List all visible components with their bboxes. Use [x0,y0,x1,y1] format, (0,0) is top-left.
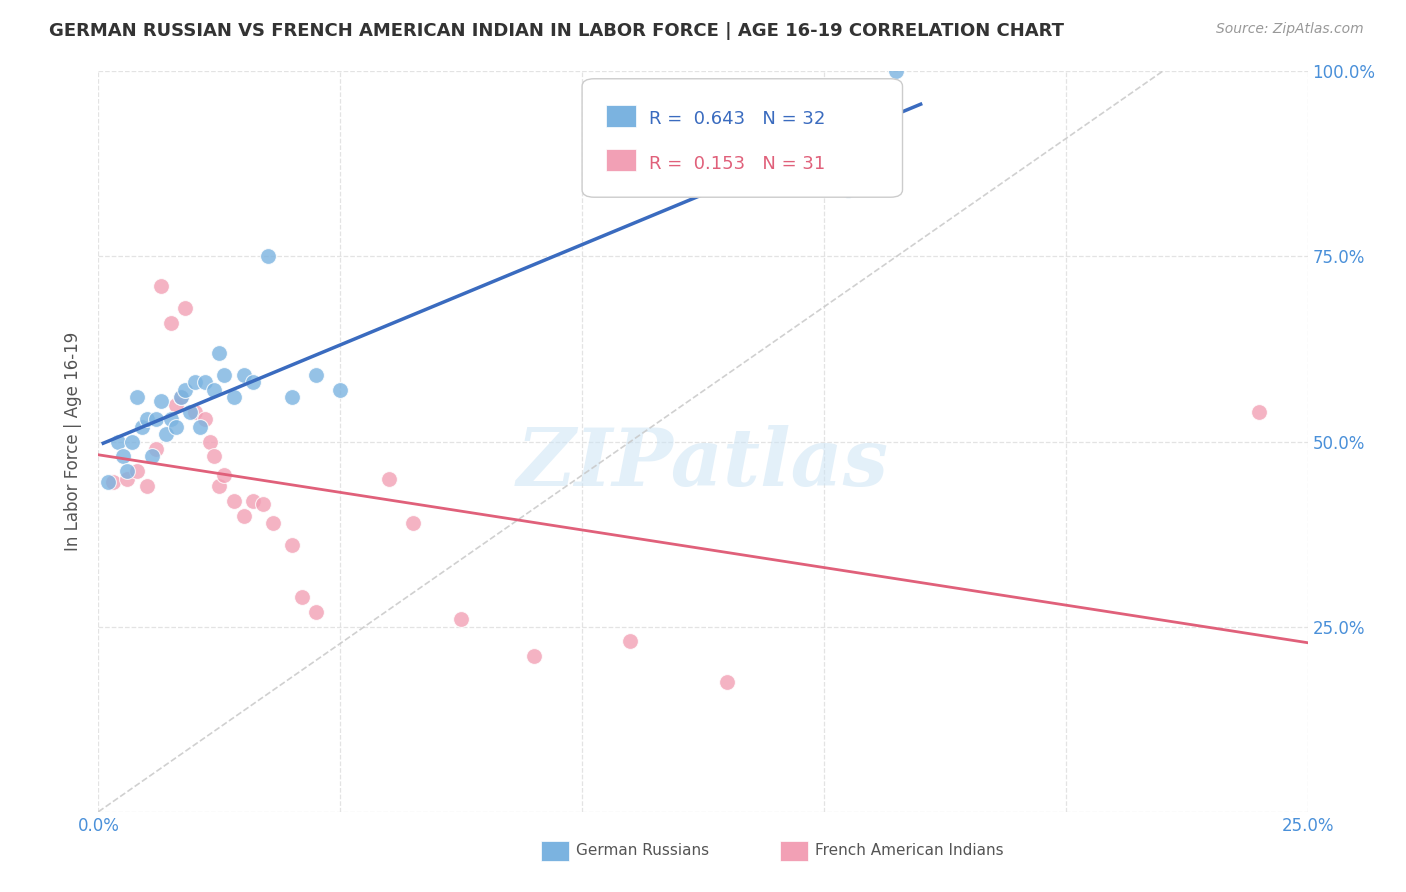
Point [135,479,157,493]
Point [290,590,312,604]
Point [194,376,217,390]
Point [232,368,254,382]
Point [121,434,143,449]
Point [716,675,738,690]
Point [131,419,153,434]
Point [169,390,191,404]
Point [619,634,641,648]
Point [204,450,226,464]
Point [208,479,231,493]
Text: R =  0.153   N = 31: R = 0.153 N = 31 [648,155,825,173]
Y-axis label: In Labor Force | Age 16-19: In Labor Force | Age 16-19 [65,332,83,551]
Point [165,419,187,434]
Point [179,405,201,419]
Point [204,383,226,397]
Point [256,250,278,264]
Point [184,405,207,419]
Point [222,390,245,404]
Point [281,538,304,552]
Point [117,464,139,478]
Text: GERMAN RUSSIAN VS FRENCH AMERICAN INDIAN IN LABOR FORCE | AGE 16-19 CORRELATION : GERMAN RUSSIAN VS FRENCH AMERICAN INDIAN… [49,22,1064,40]
Point [305,368,328,382]
Point [281,390,304,404]
Point [523,649,546,664]
Point [107,434,129,449]
Point [198,434,221,449]
Point [174,383,197,397]
Point [127,464,149,478]
Point [117,471,139,485]
Point [262,516,284,530]
Text: Source: ZipAtlas.com: Source: ZipAtlas.com [1216,22,1364,37]
Point [222,493,245,508]
Point [141,450,163,464]
Point [329,383,352,397]
Text: R =  0.643   N = 32: R = 0.643 N = 32 [648,111,825,128]
Text: French American Indians: French American Indians [815,844,1004,858]
FancyBboxPatch shape [606,149,637,171]
Point [450,612,472,626]
Point [1249,405,1271,419]
Point [252,498,274,512]
Point [101,475,124,490]
Point [160,316,183,330]
Point [212,368,235,382]
Point [837,183,859,197]
Point [127,390,149,404]
Point [169,390,191,404]
Point [155,427,177,442]
Point [194,412,217,426]
FancyBboxPatch shape [582,78,903,197]
Point [402,516,425,530]
Point [165,398,187,412]
Point [886,64,908,78]
Point [150,279,173,293]
Point [377,471,399,485]
Point [160,412,183,426]
Point [174,301,197,316]
Point [111,450,134,464]
Point [97,475,120,490]
Point [184,376,207,390]
Text: ZIPatlas: ZIPatlas [517,425,889,502]
Point [150,393,173,408]
Point [232,508,254,523]
FancyBboxPatch shape [606,104,637,127]
Point [242,376,264,390]
Point [135,412,157,426]
Point [305,605,328,619]
Point [242,493,264,508]
Point [145,442,167,456]
Point [212,467,235,482]
Point [188,419,211,434]
Point [145,412,167,426]
Point [208,345,231,359]
Text: German Russians: German Russians [576,844,710,858]
